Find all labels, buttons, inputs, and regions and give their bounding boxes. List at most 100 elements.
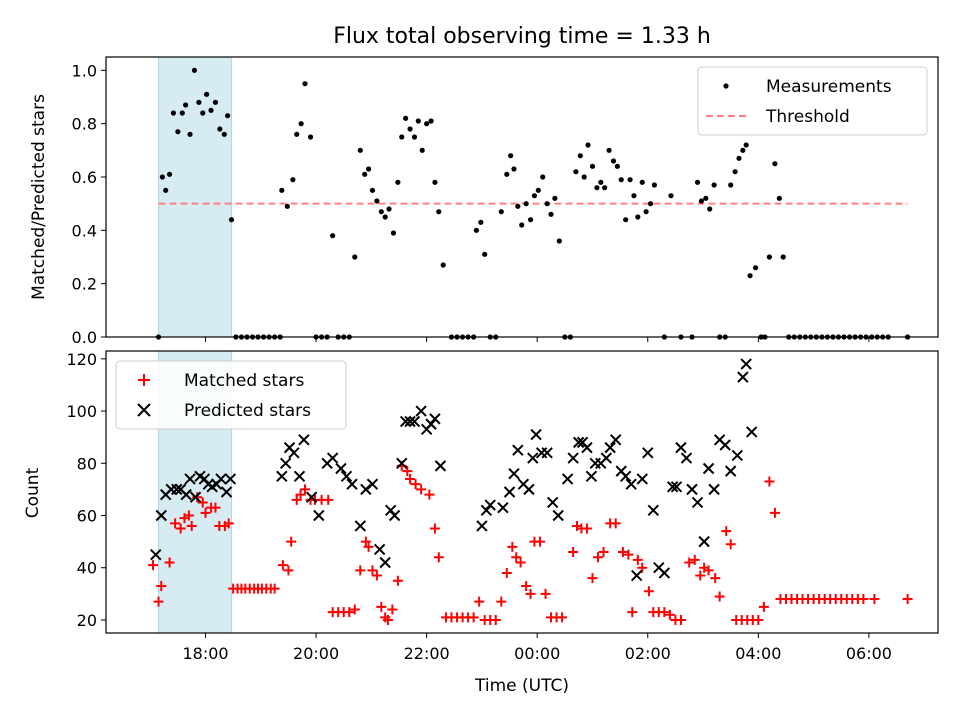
data-point bbox=[627, 607, 638, 618]
data-point bbox=[643, 586, 654, 597]
data-point bbox=[228, 217, 235, 223]
data-point bbox=[366, 478, 379, 490]
y-tick-label: 0.6 bbox=[72, 168, 97, 187]
data-point bbox=[298, 434, 310, 446]
data-point bbox=[382, 214, 388, 220]
data-point bbox=[192, 492, 203, 503]
y-tick-label: 20 bbox=[77, 611, 97, 630]
x-tick-label: 20:00 bbox=[293, 644, 339, 663]
data-point bbox=[695, 570, 706, 581]
data-point bbox=[349, 604, 360, 615]
data-point bbox=[399, 415, 412, 428]
data-point bbox=[402, 466, 413, 477]
data-point bbox=[869, 594, 880, 605]
data-point bbox=[440, 262, 446, 268]
data-point bbox=[548, 211, 554, 217]
data-point bbox=[618, 177, 624, 183]
data-point bbox=[602, 185, 608, 191]
data-point bbox=[200, 110, 206, 116]
data-point bbox=[433, 552, 444, 563]
data-point bbox=[224, 473, 237, 485]
data-point bbox=[416, 484, 427, 495]
x-tick-label: 22:00 bbox=[404, 644, 450, 663]
data-point bbox=[664, 609, 675, 620]
x-axis-label: Time (UTC) bbox=[474, 676, 569, 696]
data-point bbox=[352, 254, 358, 260]
data-point bbox=[593, 552, 604, 563]
data-point bbox=[581, 523, 592, 534]
x-tick-label: 04:00 bbox=[735, 644, 781, 663]
data-point bbox=[153, 596, 164, 607]
data-point bbox=[276, 470, 288, 483]
data-point bbox=[369, 187, 376, 193]
data-point bbox=[581, 174, 587, 180]
y-tick-label: 0.2 bbox=[72, 275, 97, 294]
data-point bbox=[598, 179, 604, 185]
data-point bbox=[519, 222, 525, 228]
data-point bbox=[340, 470, 353, 483]
data-point bbox=[399, 134, 405, 140]
data-point bbox=[189, 491, 202, 503]
legend-label: Matched stars bbox=[184, 371, 304, 391]
data-point bbox=[374, 198, 380, 204]
data-point bbox=[736, 155, 742, 161]
legend-label: Measurements bbox=[766, 77, 892, 97]
data-point bbox=[680, 452, 693, 464]
axes-frame bbox=[105, 350, 939, 634]
data-point bbox=[166, 171, 173, 177]
data-point bbox=[589, 163, 596, 169]
data-point bbox=[476, 520, 488, 532]
data-point bbox=[623, 217, 629, 223]
data-point bbox=[204, 91, 210, 97]
y-tick-label: 0.8 bbox=[72, 115, 97, 134]
data-point bbox=[619, 470, 632, 483]
data-point bbox=[527, 452, 539, 464]
data-point bbox=[484, 499, 496, 511]
data-point bbox=[581, 441, 593, 454]
data-point bbox=[540, 588, 551, 599]
data-point bbox=[577, 153, 583, 159]
data-point bbox=[396, 457, 408, 469]
y-axis-label: Matched/Predicted stars bbox=[29, 94, 49, 300]
y-tick-label: 1.0 bbox=[72, 61, 97, 80]
data-point bbox=[497, 501, 509, 514]
data-point bbox=[346, 478, 358, 490]
data-point bbox=[540, 174, 546, 180]
chart-title: Flux total observing time = 1.33 h bbox=[333, 24, 711, 49]
data-point bbox=[404, 415, 416, 428]
data-point bbox=[357, 147, 363, 153]
data-point bbox=[482, 251, 488, 257]
data-point bbox=[323, 494, 334, 505]
data-point bbox=[313, 509, 325, 522]
data-point bbox=[170, 518, 181, 529]
data-point bbox=[585, 142, 591, 148]
data-point bbox=[541, 447, 553, 459]
data-point bbox=[184, 473, 196, 485]
data-point bbox=[498, 209, 504, 215]
data-point bbox=[156, 581, 167, 591]
data-point bbox=[740, 358, 752, 370]
data-point bbox=[269, 583, 280, 594]
data-point bbox=[191, 67, 198, 73]
data-point bbox=[302, 81, 308, 87]
data-point bbox=[610, 158, 617, 164]
data-point bbox=[534, 536, 545, 547]
data-point bbox=[196, 99, 202, 105]
bottom-y-axis-label: Count bbox=[23, 467, 43, 518]
data-point bbox=[419, 147, 425, 153]
data-point bbox=[395, 179, 401, 185]
data-point bbox=[379, 556, 391, 569]
data-point bbox=[326, 452, 339, 464]
data-point bbox=[675, 441, 687, 454]
data-point bbox=[473, 227, 479, 233]
data-point bbox=[703, 195, 709, 201]
legend-label: Predicted stars bbox=[184, 401, 311, 421]
data-point bbox=[279, 457, 292, 469]
legend: Measurements Threshold bbox=[697, 66, 928, 136]
data-point bbox=[186, 520, 197, 531]
data-point bbox=[408, 415, 421, 428]
data-point bbox=[686, 483, 698, 496]
data-point bbox=[387, 604, 398, 615]
data-point bbox=[147, 560, 158, 571]
